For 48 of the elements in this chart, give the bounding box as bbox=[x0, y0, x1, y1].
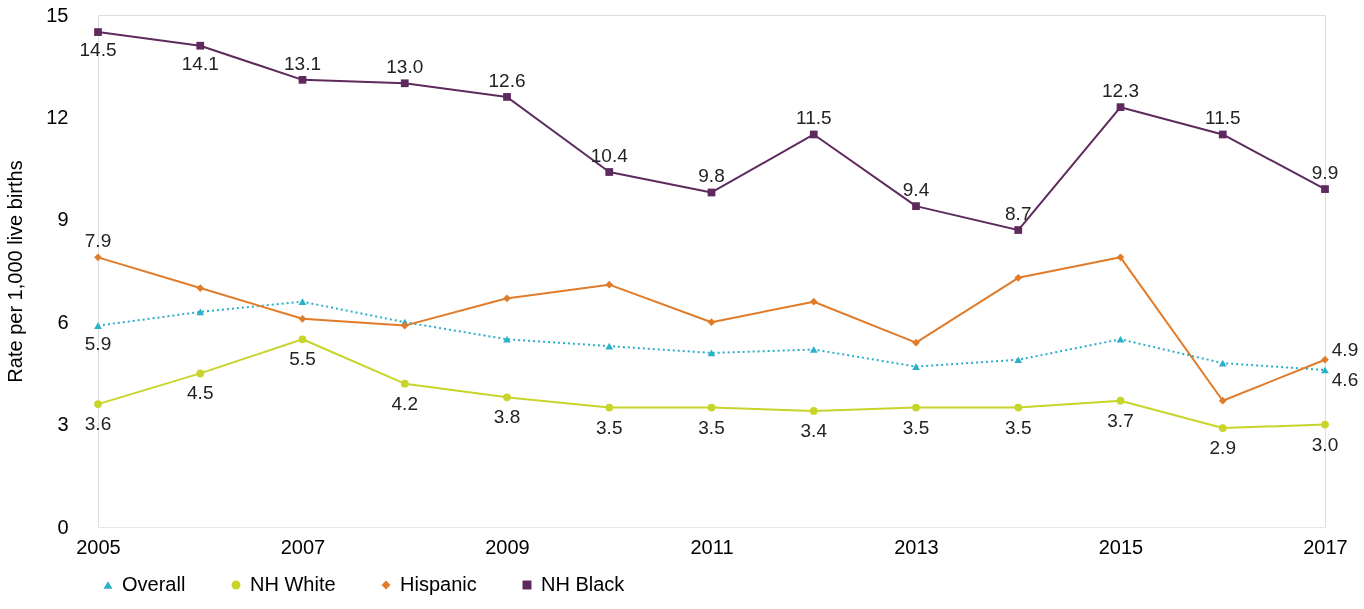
data-label: 9.4 bbox=[902, 179, 930, 201]
x-tick-label: 2009 bbox=[485, 535, 530, 558]
y-tick-label: 9 bbox=[57, 208, 69, 231]
data-label: 3.5 bbox=[902, 416, 930, 438]
data-label: 4.2 bbox=[391, 392, 418, 414]
x-tick-label: 2007 bbox=[280, 535, 326, 558]
data-label: 4.5 bbox=[187, 382, 214, 404]
data-label: 3.4 bbox=[800, 419, 828, 441]
data-label: 9.9 bbox=[1311, 162, 1339, 184]
data-label: 13.0 bbox=[386, 56, 424, 78]
y-tick-label: 6 bbox=[57, 310, 69, 333]
x-tick-label: 2011 bbox=[690, 535, 734, 558]
legend-label: NH Black bbox=[541, 573, 626, 595]
x-tick-label: 2005 bbox=[76, 535, 121, 558]
data-label: 3.5 bbox=[1005, 416, 1032, 438]
data-label: 3.0 bbox=[1311, 433, 1339, 455]
data-label: 4.9 bbox=[1331, 338, 1359, 360]
legend-label: Hispanic bbox=[400, 573, 477, 595]
data-label: 13.1 bbox=[284, 52, 321, 74]
legend-label: NH White bbox=[250, 573, 336, 595]
y-tick-label: 3 bbox=[57, 413, 69, 436]
y-tick-label: 12 bbox=[46, 105, 69, 128]
x-tick-label: 2017 bbox=[1303, 535, 1348, 558]
data-label: 3.6 bbox=[84, 413, 112, 435]
y-tick-label: 15 bbox=[46, 3, 69, 26]
data-label: 4.6 bbox=[1331, 368, 1359, 390]
data-label: 14.5 bbox=[79, 39, 117, 61]
data-label: 14.1 bbox=[181, 52, 219, 74]
x-tick-label: 2015 bbox=[1098, 535, 1144, 558]
data-label: 12.3 bbox=[1102, 80, 1139, 102]
data-label: 7.9 bbox=[84, 230, 112, 252]
data-label: 3.5 bbox=[596, 416, 623, 438]
data-label: 9.8 bbox=[698, 165, 725, 187]
data-label: 5.5 bbox=[289, 348, 316, 370]
data-label: 3.5 bbox=[698, 416, 725, 438]
data-label: 10.4 bbox=[590, 145, 629, 167]
data-label: 12.6 bbox=[488, 69, 526, 91]
data-label: 11.5 bbox=[795, 107, 832, 129]
data-label: 3.7 bbox=[1107, 409, 1134, 431]
data-label: 11.5 bbox=[1204, 107, 1241, 129]
data-label: 8.7 bbox=[1005, 203, 1032, 225]
data-label: 3.8 bbox=[493, 406, 521, 428]
y-axis-title: Rate per 1,000 live births bbox=[4, 160, 27, 383]
data-label: 2.9 bbox=[1209, 437, 1236, 459]
x-tick-label: 2013 bbox=[894, 535, 939, 558]
y-tick-label: 0 bbox=[57, 515, 69, 538]
data-label: 5.9 bbox=[84, 332, 112, 354]
legend-label: Overall bbox=[122, 573, 186, 595]
